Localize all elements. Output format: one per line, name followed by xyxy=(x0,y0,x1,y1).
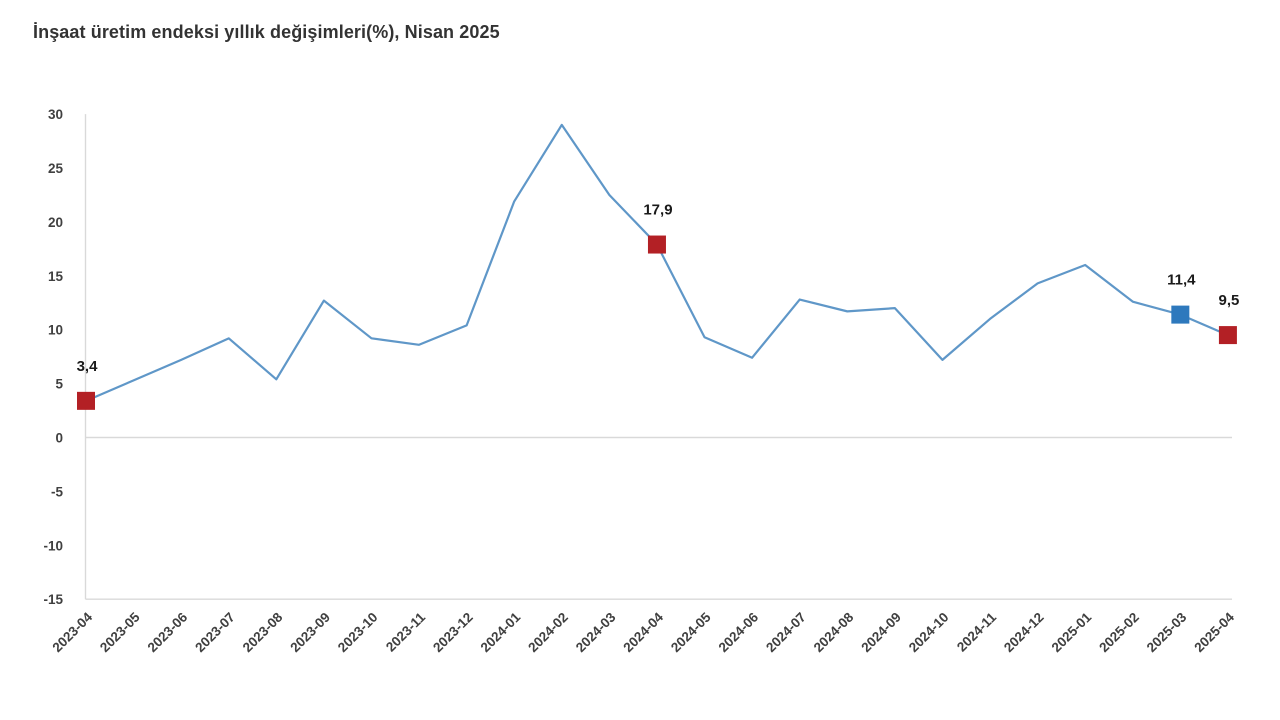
x-tick-label: 2023-11 xyxy=(383,609,428,654)
x-tick-label: 2024-09 xyxy=(858,610,904,656)
x-tick-label: 2023-10 xyxy=(335,610,381,656)
x-tick-label: 2023-12 xyxy=(430,610,476,656)
data-point-marker xyxy=(647,235,666,254)
x-tick-label: 2024-08 xyxy=(811,609,857,655)
x-tick-label: 2024-01 xyxy=(478,609,524,655)
data-point-value-label: 11,4 xyxy=(1167,272,1196,289)
x-tick-label: 2025-02 xyxy=(1096,610,1142,656)
data-line-series xyxy=(85,123,1229,402)
x-tick-label: 2023-05 xyxy=(97,609,143,655)
y-tick-label: 10 xyxy=(48,323,63,338)
x-tick-label: 2023-07 xyxy=(192,610,238,656)
y-tick-label: 30 xyxy=(48,107,63,122)
y-tick-label: 25 xyxy=(48,161,64,176)
x-tick-label: 2024-11 xyxy=(954,609,999,654)
y-tick-label: 20 xyxy=(48,215,63,230)
chart-title: İnşaat üretim endeksi yıllık değişimleri… xyxy=(33,22,500,42)
x-tick-label: 2024-05 xyxy=(668,609,714,655)
x-tick-label: 2025-01 xyxy=(1049,609,1095,655)
x-tick-label: 2024-06 xyxy=(716,609,762,655)
data-point-marker xyxy=(77,391,95,410)
x-tick-label: 2024-07 xyxy=(763,610,809,656)
data-point-marker xyxy=(1218,326,1237,345)
x-tick-label: 2023-04 xyxy=(49,609,95,655)
data-point-value-label: 3,4 xyxy=(77,358,99,375)
data-point-value-label: 9,5 xyxy=(1218,292,1239,309)
x-tick-label: 2023-09 xyxy=(287,610,333,656)
y-tick-label: 15 xyxy=(48,269,64,284)
x-tick-label: 2024-04 xyxy=(620,609,666,655)
x-tick-label: 2024-12 xyxy=(1001,610,1047,656)
x-tick-label: 2024-10 xyxy=(906,610,952,656)
x-tick-label: 2023-08 xyxy=(240,609,286,655)
x-tick-label: 2023-06 xyxy=(145,609,191,655)
x-tick-label: 2024-03 xyxy=(573,609,619,655)
data-point-value-label: 17,9 xyxy=(643,202,672,219)
y-tick-label: -15 xyxy=(43,592,63,607)
x-tick-label: 2025-03 xyxy=(1144,609,1190,655)
y-tick-label: 0 xyxy=(55,431,63,446)
y-tick-label: -10 xyxy=(43,538,63,553)
y-tick-label: 5 xyxy=(55,377,63,392)
x-tick-label: 2025-04 xyxy=(1191,609,1237,655)
y-tick-label: -5 xyxy=(51,484,63,499)
x-tick-label: 2024-02 xyxy=(525,610,571,656)
data-point-marker xyxy=(1171,305,1190,324)
